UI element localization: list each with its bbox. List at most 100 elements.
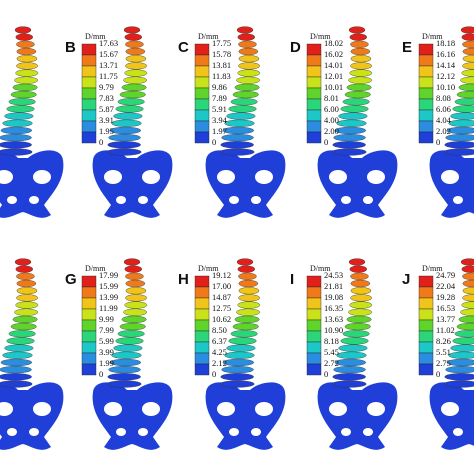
spinous-process <box>354 330 359 337</box>
spinous-process <box>246 280 251 287</box>
spinous-process <box>471 294 474 301</box>
colorbar-band <box>306 319 322 332</box>
colorbar-band <box>194 87 210 100</box>
spinous-process <box>131 266 136 273</box>
colorbar-band <box>306 87 322 100</box>
colorbar-label: 9.86 <box>212 82 227 92</box>
colorbar-band <box>306 120 322 133</box>
spinous-process <box>356 266 361 273</box>
pelvis <box>429 150 474 218</box>
colorbar-label: 12.12 <box>436 71 455 81</box>
colorbar-band <box>306 76 322 89</box>
colorbar-label: 12.01 <box>324 71 343 81</box>
spinous-process <box>127 105 132 112</box>
colorbar-label: 17.99 <box>99 270 118 280</box>
spinous-process <box>133 70 138 77</box>
colorbar-band <box>418 131 434 144</box>
colorbar-label: 0 <box>99 369 103 379</box>
colorbar-band <box>81 275 97 288</box>
spinous-process <box>238 113 243 120</box>
spinous-process <box>348 127 353 134</box>
spinous-process <box>357 84 362 91</box>
spinous-process <box>246 48 251 55</box>
colorbar-band <box>418 87 434 100</box>
pelvis-hole <box>33 402 51 416</box>
obturator <box>453 196 463 204</box>
spinous-process <box>125 345 130 352</box>
colorbar-band <box>418 43 434 56</box>
spinous-process <box>124 120 129 127</box>
panel-letter: B <box>65 39 76 56</box>
colorbar-band <box>194 131 210 144</box>
spinous-process <box>348 359 353 366</box>
pelvis-hole <box>104 402 122 416</box>
colorbar-label: 18.02 <box>324 38 343 48</box>
spinous-process <box>358 309 363 316</box>
colorbar-band <box>81 76 97 89</box>
colorbar-label: 2.72 <box>324 358 339 368</box>
colorbar-band <box>418 319 434 332</box>
spinous-process <box>468 34 473 41</box>
spinous-process <box>24 302 29 309</box>
spinous-process <box>470 280 474 287</box>
pelvis-hole <box>367 402 385 416</box>
vertebra <box>448 119 474 127</box>
vertebra <box>450 112 474 120</box>
colorbar-band <box>306 131 322 144</box>
colorbar-label: 11.02 <box>436 325 455 335</box>
spinous-process <box>13 141 18 148</box>
spinous-process <box>21 259 25 265</box>
spinous-process <box>122 134 127 141</box>
spinous-process <box>464 337 469 344</box>
spinous-process <box>236 127 241 134</box>
pelvis <box>317 382 398 450</box>
spinous-process <box>359 294 364 301</box>
colorbar-band <box>306 363 322 376</box>
colorbar-label: 8.26 <box>436 336 451 346</box>
spinous-process <box>470 70 474 77</box>
colorbar-label: 8.01 <box>324 93 339 103</box>
colorbar-label: 13.99 <box>99 292 118 302</box>
spinous-process <box>347 366 352 373</box>
colorbar-label: 21.81 <box>324 281 343 291</box>
obturator <box>116 196 126 204</box>
spinous-process <box>246 287 251 294</box>
spinous-process <box>134 62 139 69</box>
spinous-process <box>461 120 466 127</box>
spinous-process <box>245 84 250 91</box>
spinous-process <box>356 34 361 41</box>
colorbar-label: 13.77 <box>436 314 455 324</box>
spinous-process <box>469 316 474 323</box>
pelvis <box>0 150 64 218</box>
spinous-process <box>18 337 23 344</box>
spinous-process <box>358 280 363 287</box>
colorbar-band <box>81 43 97 56</box>
spinous-process <box>357 273 362 280</box>
colorbar-band <box>306 330 322 343</box>
colorbar-band <box>194 275 210 288</box>
obturator <box>229 196 239 204</box>
spinous-process <box>13 373 18 380</box>
spinous-process <box>246 70 251 77</box>
spinous-process <box>347 141 352 148</box>
spinous-process <box>16 113 21 120</box>
colorbar-label: 1.97 <box>212 126 227 136</box>
spinous-process <box>243 323 248 330</box>
spinous-process <box>357 41 362 48</box>
vertebra <box>452 337 474 345</box>
colorbar-label: 16.02 <box>324 49 343 59</box>
spinous-process <box>133 287 138 294</box>
colorbar-label: 9.79 <box>99 82 114 92</box>
colorbar-band <box>81 131 97 144</box>
spinous-process <box>238 345 243 352</box>
colorbar-band <box>194 76 210 89</box>
colorbar-label: 7.83 <box>99 93 114 103</box>
obturator <box>29 428 39 436</box>
colorbar-band <box>306 308 322 321</box>
spinous-process <box>122 141 127 148</box>
spinous-process <box>130 323 135 330</box>
spinous-process <box>235 149 240 155</box>
spinous-process <box>461 352 466 359</box>
spinous-process <box>20 98 25 105</box>
